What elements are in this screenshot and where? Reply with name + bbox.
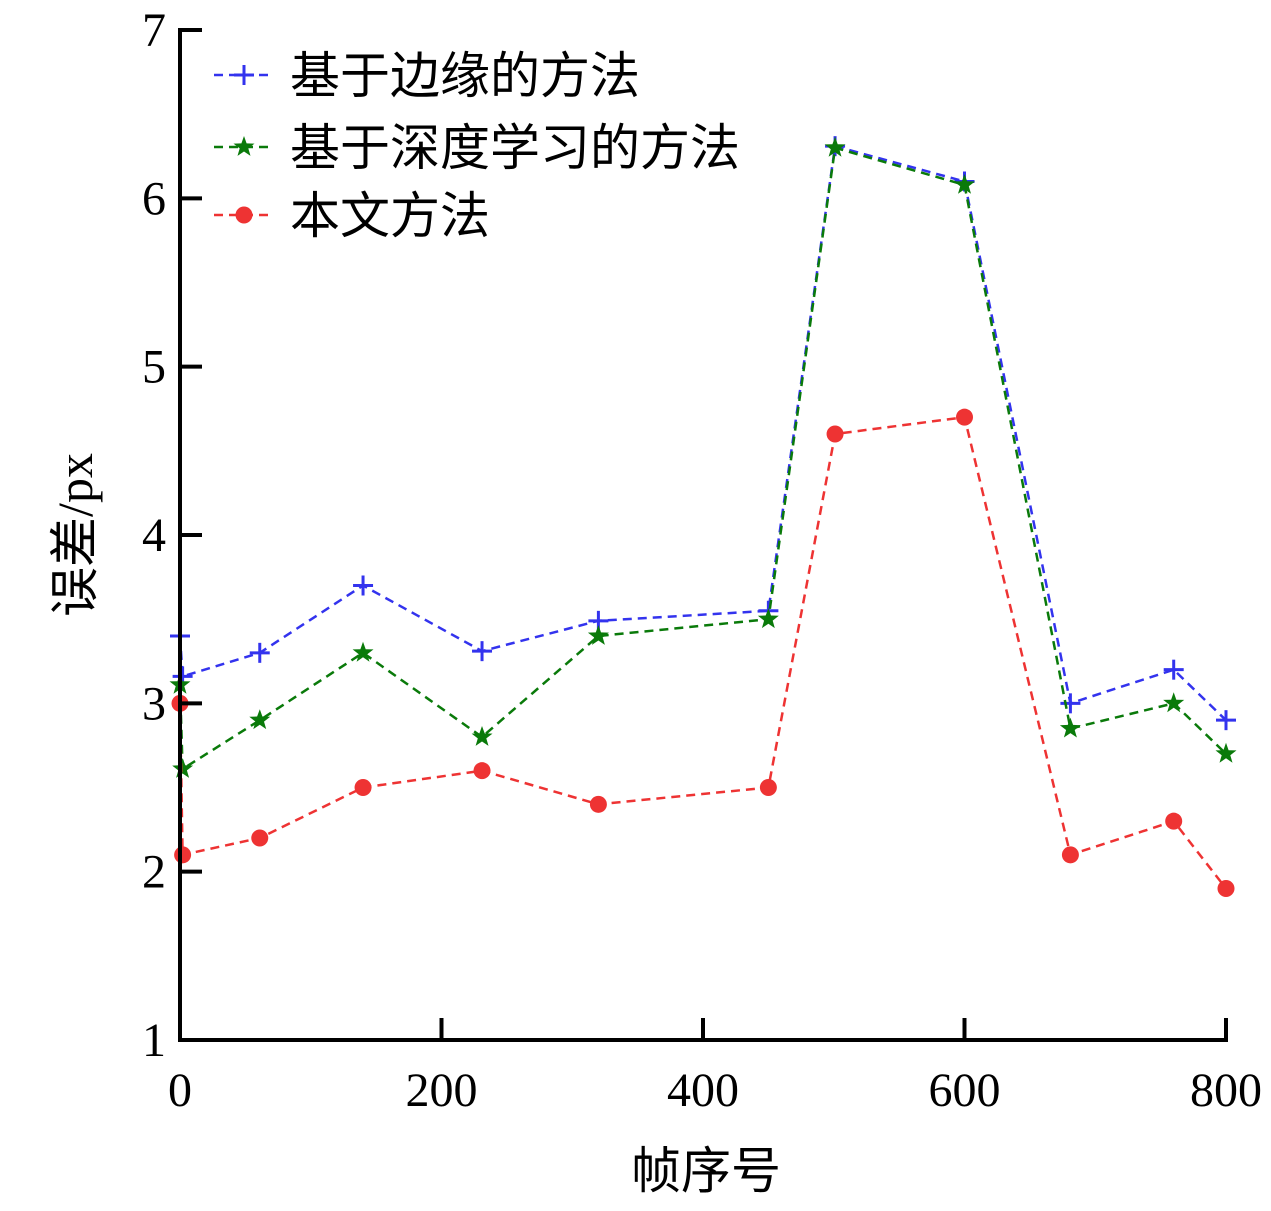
y-tick-label: 7 bbox=[142, 4, 166, 57]
star-marker bbox=[1059, 717, 1081, 738]
plus-marker bbox=[1060, 693, 1081, 714]
circle-marker bbox=[354, 779, 372, 796]
star-marker bbox=[757, 608, 779, 629]
y-tick-label: 1 bbox=[142, 1014, 166, 1067]
y-tick-label: 2 bbox=[142, 846, 166, 899]
legend-entry: 基于边缘的方法 bbox=[214, 48, 640, 104]
circle-marker bbox=[1217, 880, 1235, 897]
x-axis-label: 帧序号 bbox=[631, 1143, 781, 1199]
circle-marker bbox=[1165, 812, 1183, 830]
plus-marker bbox=[353, 575, 374, 596]
star-marker bbox=[233, 136, 255, 156]
circle-marker bbox=[473, 762, 491, 780]
star-marker bbox=[824, 136, 846, 157]
star-marker bbox=[471, 726, 493, 746]
plus-marker bbox=[249, 642, 270, 663]
plus-marker bbox=[234, 65, 254, 85]
x-tick-label: 800 bbox=[1190, 1064, 1262, 1117]
circle-marker bbox=[826, 425, 844, 443]
circle-marker bbox=[759, 779, 777, 796]
x-tick-label: 600 bbox=[929, 1064, 1001, 1117]
x-tick-label: 400 bbox=[667, 1064, 739, 1117]
circle-marker bbox=[956, 408, 973, 426]
series-line bbox=[178, 146, 1227, 772]
star-marker bbox=[249, 709, 271, 730]
series-line bbox=[178, 144, 1227, 722]
series-circle bbox=[171, 408, 1235, 897]
legend-label: 基于深度学习的方法 bbox=[290, 120, 740, 176]
star-marker bbox=[1215, 742, 1237, 763]
circle-marker bbox=[1061, 846, 1079, 864]
x-tick-label: 0 bbox=[168, 1064, 192, 1117]
star-marker bbox=[954, 173, 975, 194]
series-line bbox=[178, 415, 1227, 890]
circle-marker bbox=[235, 206, 253, 224]
legend-entry: 基于深度学习的方法 bbox=[214, 120, 740, 176]
y-tick-label: 6 bbox=[142, 172, 166, 225]
y-axis-label: 误差/px bbox=[47, 453, 103, 617]
circle-marker bbox=[251, 829, 269, 847]
star-marker bbox=[1163, 692, 1185, 713]
legend-label: 基于边缘的方法 bbox=[290, 48, 640, 104]
plus-marker bbox=[1163, 659, 1184, 680]
y-tick-label: 5 bbox=[142, 341, 166, 394]
star-marker bbox=[352, 641, 374, 662]
circle-marker bbox=[174, 846, 192, 864]
y-tick-label: 4 bbox=[142, 509, 166, 562]
legend-entry: 本文方法 bbox=[214, 188, 490, 244]
star-marker bbox=[172, 758, 194, 778]
x-tick-label: 200 bbox=[406, 1064, 478, 1117]
circle-marker bbox=[589, 795, 607, 813]
y-tick-label: 3 bbox=[142, 677, 166, 730]
star-marker bbox=[587, 625, 609, 645]
plus-marker bbox=[1216, 710, 1236, 731]
legend-label: 本文方法 bbox=[290, 188, 490, 244]
plus-marker bbox=[472, 641, 493, 662]
